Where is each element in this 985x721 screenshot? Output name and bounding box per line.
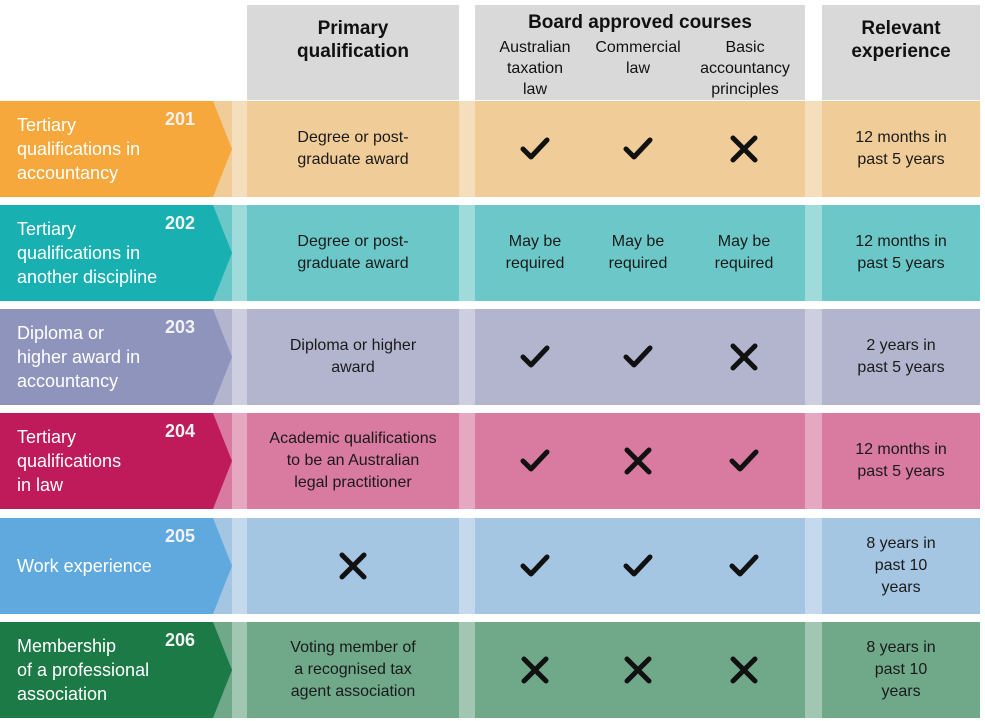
column-divider [459, 101, 475, 197]
australian-taxation-law-cell: May be required [505, 233, 565, 272]
cross-icon [624, 447, 652, 475]
check-icon [623, 137, 653, 160]
table-row: Tertiary qualifications in law 204 Academi… [0, 413, 985, 509]
primary-qualification-cell: Degree or post- graduate award [297, 233, 409, 272]
check-icon [729, 449, 759, 472]
check-icon [623, 345, 653, 368]
column-divider [805, 518, 822, 614]
column-divider [459, 518, 475, 614]
pathway-number: 201 [165, 109, 196, 129]
relevant-experience-header: Relevant experience [822, 5, 980, 100]
check-icon [623, 554, 653, 577]
pathway-number: 204 [165, 421, 196, 441]
relevant-experience-cell: 12 months in past 5 years [855, 441, 947, 480]
column-divider [459, 622, 475, 718]
pathway-label: Membership of a professional association [17, 636, 150, 704]
pathway-label: Diploma or higher award in accountancy [17, 323, 141, 391]
cross-icon [339, 552, 367, 580]
pathway-label: Work experience [17, 556, 152, 576]
column-divider [805, 622, 822, 718]
table-row: Work experience 205 8 years in past 10 yea… [0, 518, 985, 614]
check-icon [520, 449, 550, 472]
pathway-chevron: Membership of a professional association… [0, 622, 232, 718]
commercial-law-cell [584, 413, 692, 509]
primary-qualification-cell: Diploma or higher award [289, 337, 417, 376]
australian-taxation-law-cell [480, 101, 590, 197]
commercial-law-cell: May be required [608, 233, 668, 272]
commercial-law-cell [584, 309, 692, 405]
pathway-chevron: Tertiary qualifications in accountancy 20… [0, 101, 232, 197]
column-divider [805, 309, 822, 405]
column-divider [459, 309, 475, 405]
pathway-label: Tertiary qualifications in accountancy [17, 115, 141, 183]
commercial-law-cell [584, 518, 692, 614]
primary-qualification-header: Primary qualification [247, 5, 459, 100]
primary-qualification-cell [247, 518, 459, 614]
commercial-law-cell [584, 101, 692, 197]
basic-accountancy-cell [688, 622, 800, 718]
table-row: Tertiary qualifications in another disci… [0, 205, 985, 301]
basic-accountancy-cell [688, 518, 800, 614]
board-courses-header: Board approved courses Australian taxati… [475, 5, 805, 100]
table-row: Diploma or higher award in accountancy 20… [0, 309, 985, 405]
pathway-label: Tertiary qualifications in another disci… [17, 219, 158, 287]
column-divider [232, 518, 247, 614]
australian-taxation-law-cell [480, 309, 590, 405]
relevant-experience-cell: 8 years in past 10 years [866, 639, 936, 700]
column-divider [805, 205, 822, 301]
relevant-experience-cell: 12 months in past 5 years [855, 129, 947, 168]
column-divider [459, 205, 475, 301]
relevant-experience-cell: 12 months in past 5 years [855, 233, 947, 272]
check-icon [520, 345, 550, 368]
commercial-law-cell [584, 622, 692, 718]
pathway-number: 203 [165, 317, 196, 337]
pathway-chevron: Work experience 205 [0, 518, 232, 614]
basic-accountancy-cell [688, 413, 800, 509]
primary-qualification-title: Primary qualification [297, 18, 409, 62]
relevant-experience-title: Relevant experience [851, 18, 951, 62]
cross-icon [624, 656, 652, 684]
australian-taxation-law-header: Australian taxation law [499, 39, 571, 98]
pathway-number: 205 [165, 526, 196, 546]
australian-taxation-law-cell [480, 413, 590, 509]
australian-taxation-law-cell [480, 518, 590, 614]
column-divider [232, 309, 247, 405]
cross-icon [730, 343, 758, 371]
pathway-number: 202 [165, 213, 196, 233]
australian-taxation-law-cell [480, 622, 590, 718]
column-divider [232, 101, 247, 197]
board-courses-title: Board approved courses [528, 12, 752, 33]
column-divider [805, 413, 822, 509]
column-divider [232, 622, 247, 718]
primary-qualification-cell: Academic qualifications to be an Austral… [269, 430, 437, 491]
cross-icon [730, 135, 758, 163]
column-divider [232, 205, 247, 301]
primary-qualification-cell: Voting member of a recognised tax agent … [290, 639, 416, 700]
table-row: Tertiary qualifications in accountancy 20… [0, 101, 985, 197]
cross-icon [521, 656, 549, 684]
column-divider [232, 413, 247, 509]
primary-qualification-cell: Degree or post- graduate award [297, 129, 409, 168]
check-icon [520, 554, 550, 577]
relevant-experience-cell: 8 years in past 10 years [866, 535, 936, 596]
column-divider [459, 413, 475, 509]
column-divider [805, 101, 822, 197]
table-row: Membership of a professional association… [0, 622, 985, 718]
relevant-experience-cell: 2 years in past 5 years [857, 337, 945, 376]
pathway-number: 206 [165, 630, 196, 650]
commercial-law-header: Commercial law [595, 39, 681, 77]
basic-accountancy-cell [688, 101, 800, 197]
basic-accountancy-cell: May be required [714, 233, 774, 272]
pathway-chevron: Tertiary qualifications in another disci… [0, 205, 232, 301]
basic-accountancy-header: Basic accountancy principles [700, 39, 790, 98]
pathway-label: Tertiary qualifications in law [17, 427, 122, 495]
check-icon [729, 554, 759, 577]
pathway-chevron: Tertiary qualifications in law 204 [0, 413, 232, 509]
cross-icon [730, 656, 758, 684]
check-icon [520, 137, 550, 160]
pathway-chevron: Diploma or higher award in accountancy 20… [0, 309, 232, 405]
basic-accountancy-cell [688, 309, 800, 405]
